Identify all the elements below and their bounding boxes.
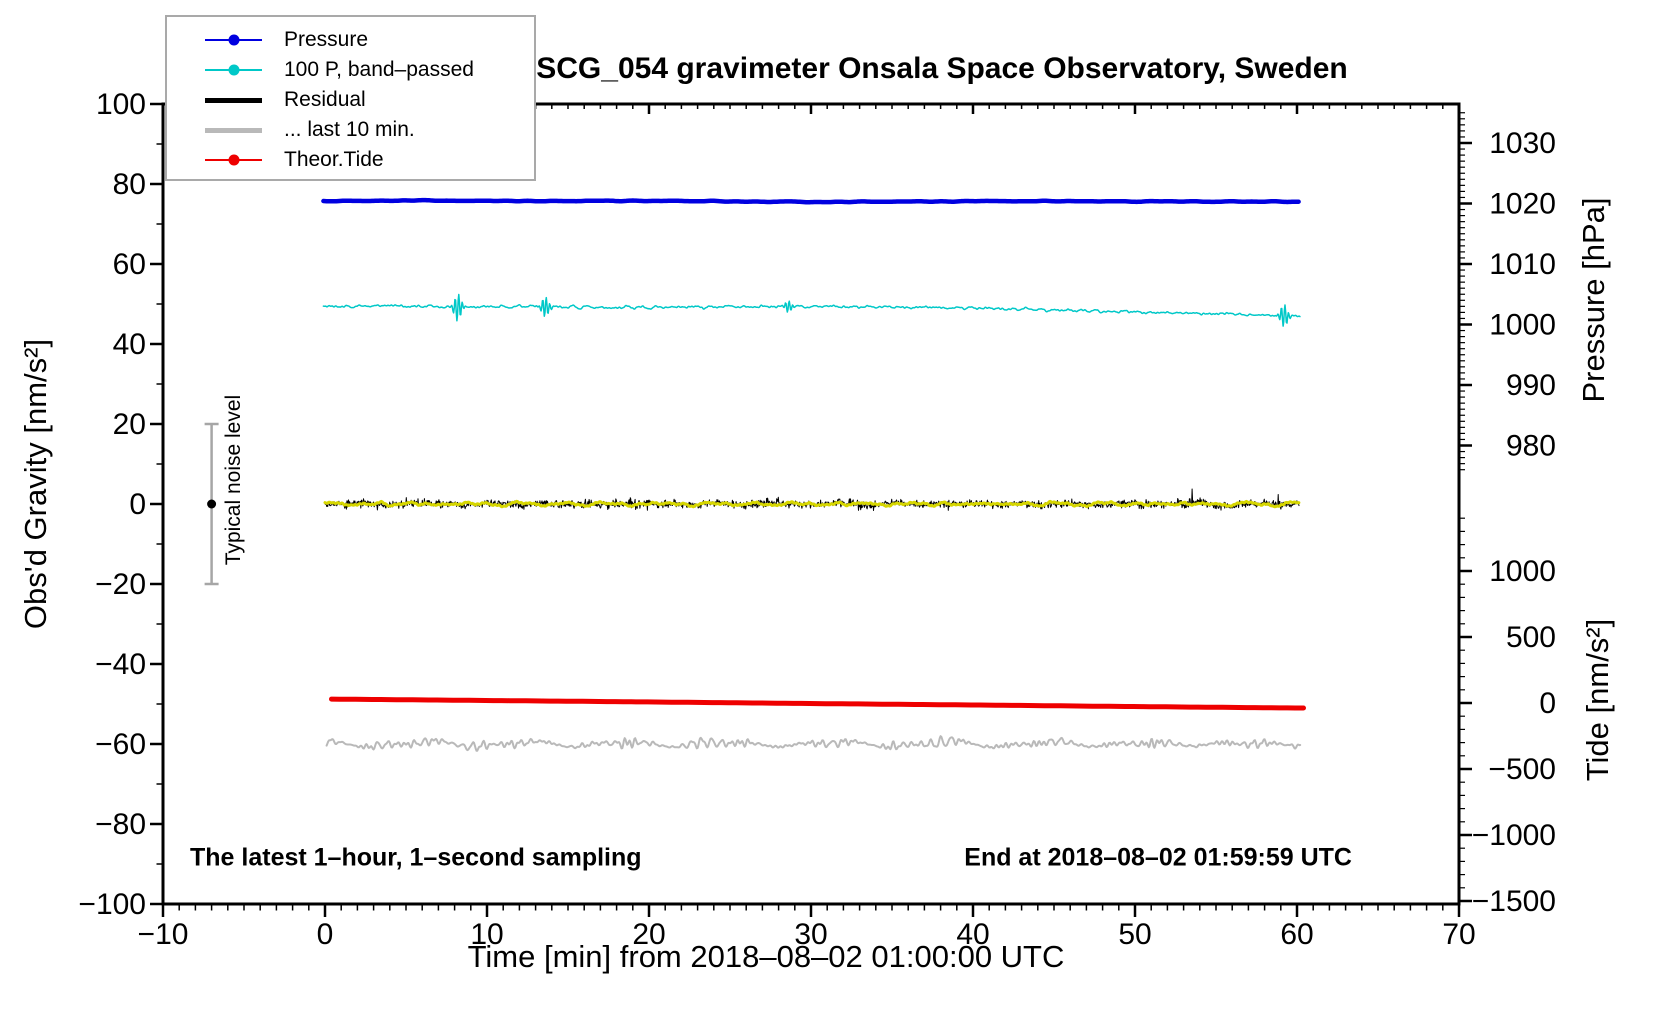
chart-title: SCG_054 gravimeter Onsala Space Observat… bbox=[536, 52, 1348, 85]
legend-theortide-marker-icon bbox=[228, 154, 239, 166]
legend-item-bandpassed: 100 P, band–passed bbox=[167, 55, 534, 85]
noise-level-label: Typical noise level bbox=[222, 394, 245, 566]
tick-label: −10 bbox=[138, 918, 189, 951]
legend-residual-label: Residual bbox=[284, 88, 366, 111]
legend-bandpassed-marker-icon bbox=[228, 64, 239, 76]
tick-label: 50 bbox=[1118, 918, 1151, 951]
series-band-passed bbox=[322, 293, 1301, 327]
tick-label: −80 bbox=[95, 808, 146, 841]
tick-label: 980 bbox=[1506, 430, 1556, 463]
tide-axis-ticks: 1000 500 0 −500 −1000 −1500 bbox=[1459, 517, 1556, 918]
gravity-axis-label: Obs'd Gravity [nm/s²] bbox=[18, 338, 53, 630]
tick-label: 60 bbox=[1280, 918, 1313, 951]
tick-label: 70 bbox=[1442, 918, 1475, 951]
tick-label: −500 bbox=[1488, 753, 1556, 786]
legend-item-theortide: Theor.Tide bbox=[167, 145, 534, 175]
legend-theortide-line-icon bbox=[205, 154, 262, 166]
legend-last10-label: ... last 10 min. bbox=[284, 118, 415, 141]
tick-label: −100 bbox=[78, 888, 146, 921]
legend-item-pressure: Pressure bbox=[167, 25, 534, 55]
legend-pressure-label: Pressure bbox=[284, 28, 369, 51]
tick-label: −40 bbox=[95, 648, 146, 681]
legend-item-last10: ... last 10 min. bbox=[167, 115, 534, 145]
tick-label: −20 bbox=[95, 568, 146, 601]
x-axis-ticks: −10 0 10 20 30 40 50 60 70 bbox=[138, 104, 1476, 951]
series-pressure bbox=[321, 197, 1301, 205]
noise-level-bar bbox=[204, 422, 219, 586]
tick-label: 500 bbox=[1506, 621, 1556, 654]
time-axis-label: Time [min] from 2018–08–02 01:00:00 UTC bbox=[467, 939, 1065, 974]
tick-label: 1000 bbox=[1489, 555, 1556, 588]
series-theor-tide bbox=[329, 696, 1306, 711]
tick-label: 1000 bbox=[1489, 309, 1556, 342]
series-last-10-min bbox=[325, 735, 1302, 752]
legend-bandpassed-line-icon bbox=[205, 64, 262, 76]
tick-label: 30 bbox=[794, 918, 827, 951]
gravity-axis-ticks: 100 80 60 40 20 0 −20 −40 −60 −80 −100 bbox=[78, 88, 163, 921]
tick-label: 80 bbox=[113, 168, 146, 201]
pressure-axis-label: Pressure [hPa] bbox=[1576, 197, 1611, 403]
tick-label: 40 bbox=[956, 918, 989, 951]
tick-label: 40 bbox=[113, 328, 146, 361]
tick-label: 0 bbox=[317, 918, 334, 951]
tick-label: 0 bbox=[1539, 687, 1556, 720]
tick-label: −1000 bbox=[1472, 819, 1556, 852]
tick-label: −60 bbox=[95, 728, 146, 761]
noise-level-dot bbox=[207, 499, 217, 509]
tick-label: 60 bbox=[113, 248, 146, 281]
series-residual bbox=[324, 488, 1300, 511]
tick-label: 100 bbox=[96, 88, 146, 121]
legend-pressure-line-icon bbox=[205, 34, 262, 46]
legend-residual-line-icon bbox=[205, 97, 262, 103]
tick-label: 1020 bbox=[1489, 188, 1556, 221]
tick-label: 20 bbox=[632, 918, 665, 951]
tick-label: 20 bbox=[113, 408, 146, 441]
legend-last10-line-icon bbox=[205, 127, 262, 133]
tick-label: 1010 bbox=[1489, 248, 1556, 281]
tick-label: 10 bbox=[470, 918, 503, 951]
tick-label: 990 bbox=[1506, 369, 1556, 402]
legend-bandpassed-label: 100 P, band–passed bbox=[284, 58, 474, 81]
tick-label: 1030 bbox=[1489, 127, 1556, 160]
tick-label: −1500 bbox=[1472, 885, 1556, 918]
tide-axis-label: Tide [nm/s²] bbox=[1580, 618, 1615, 782]
end-time-note: End at 2018–08–02 01:59:59 UTC bbox=[964, 843, 1352, 872]
legend-item-residual: Residual bbox=[167, 85, 534, 115]
tick-label: 0 bbox=[129, 488, 146, 521]
legend-theortide-label: Theor.Tide bbox=[284, 148, 384, 171]
pressure-axis-ticks: 1030 1020 1010 1000 990 980 bbox=[1459, 112, 1556, 471]
legend-pressure-marker-icon bbox=[228, 34, 239, 46]
series-residual-smoothed bbox=[323, 499, 1301, 509]
legend-box: Pressure 100 P, band–passed Residual ... la… bbox=[165, 15, 536, 181]
sampling-note: The latest 1–hour, 1–second sampling bbox=[190, 843, 642, 872]
